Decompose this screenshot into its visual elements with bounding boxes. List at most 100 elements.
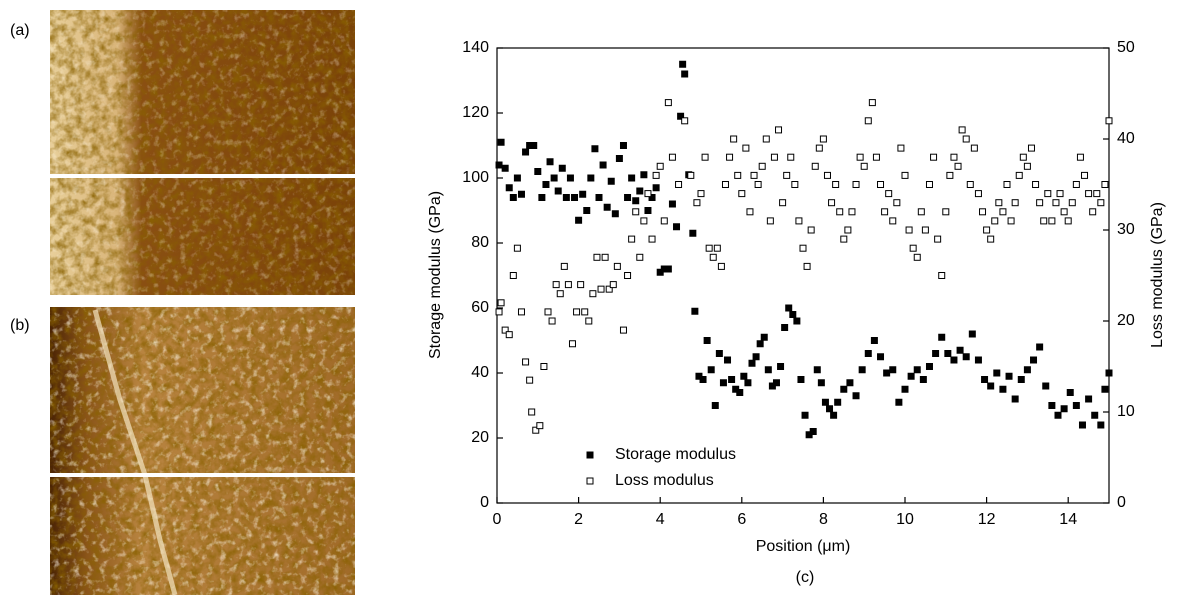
- data-point: [509, 194, 517, 201]
- data-point: [534, 168, 542, 175]
- data-point: [1044, 190, 1052, 198]
- data-point: [913, 253, 921, 261]
- x-tick-label: 14: [1059, 511, 1077, 528]
- data-point: [848, 208, 856, 216]
- data-point: [526, 376, 534, 384]
- data-point: [893, 199, 901, 207]
- data-point: [679, 60, 687, 68]
- data-point: [795, 217, 803, 225]
- data-point: [1011, 199, 1019, 207]
- data-point: [640, 171, 648, 179]
- data-point: [901, 171, 909, 179]
- data-point: [495, 308, 503, 316]
- data-point: [497, 299, 505, 307]
- data-point: [624, 272, 632, 279]
- y2-axis-label: Loss modulus (GPa): [1149, 202, 1166, 348]
- data-point: [711, 402, 719, 409]
- legend-marker: [586, 451, 594, 459]
- data-point: [756, 340, 764, 348]
- data-point: [599, 161, 607, 169]
- data-point: [750, 171, 758, 179]
- data-point: [715, 350, 723, 357]
- data-point: [1105, 117, 1113, 125]
- data-point: [760, 333, 768, 341]
- data-point: [538, 194, 546, 201]
- data-point: [726, 153, 734, 161]
- data-point: [877, 353, 885, 361]
- data-point: [870, 337, 878, 344]
- y-tick-label: 0: [480, 494, 489, 511]
- data-point: [1056, 190, 1064, 198]
- data-point: [797, 376, 805, 383]
- data-point: [777, 363, 785, 370]
- data-point: [950, 153, 958, 161]
- data-point: [699, 376, 707, 383]
- data-point: [571, 194, 579, 201]
- data-point: [673, 223, 681, 231]
- data-point: [1007, 217, 1015, 225]
- data-point: [517, 308, 525, 316]
- panel-label: (b): [10, 317, 30, 334]
- data-point: [664, 99, 672, 107]
- y2-tick-label: 20: [1117, 312, 1135, 329]
- data-point: [513, 244, 521, 252]
- y-tick-label: 120: [462, 104, 489, 121]
- data-point: [830, 411, 838, 419]
- data-point: [546, 158, 554, 166]
- data-point: [597, 285, 605, 293]
- data-point: [589, 290, 597, 298]
- data-point: [691, 307, 699, 315]
- data-point: [1032, 181, 1040, 188]
- y-tick-label: 140: [462, 39, 489, 56]
- data-point: [781, 324, 789, 331]
- data-point: [856, 153, 864, 161]
- y-tick-label: 40: [471, 364, 489, 381]
- data-point: [609, 281, 617, 289]
- data-point: [844, 226, 852, 234]
- data-point: [681, 117, 689, 125]
- legend-label: Storage modulus: [615, 446, 736, 463]
- data-point: [1076, 153, 1084, 161]
- data-point: [958, 126, 966, 134]
- data-point: [832, 181, 840, 188]
- data-point: [656, 162, 664, 170]
- data-point: [901, 385, 909, 393]
- data-point: [968, 330, 976, 338]
- data-point: [652, 184, 660, 192]
- data-point: [577, 281, 585, 289]
- data-point: [495, 161, 503, 169]
- data-point: [648, 194, 656, 201]
- data-point: [505, 331, 513, 339]
- data-point: [995, 199, 1003, 207]
- data-point: [954, 162, 962, 170]
- data-point: [789, 311, 797, 318]
- data-point: [738, 190, 746, 198]
- data-point: [1072, 181, 1080, 188]
- data-point: [1023, 162, 1031, 170]
- data-point: [583, 207, 591, 214]
- data-point: [554, 187, 562, 195]
- y-axis-label: Storage modulus (GPa): [427, 191, 444, 359]
- data-point: [813, 366, 821, 374]
- data-point: [1085, 190, 1093, 198]
- data-point: [509, 272, 517, 279]
- data-point: [552, 281, 560, 289]
- data-point: [1023, 366, 1031, 374]
- data-point: [628, 235, 636, 243]
- data-point: [1036, 199, 1044, 207]
- y2-tick-label: 10: [1117, 403, 1135, 420]
- data-point: [689, 229, 697, 237]
- data-point: [962, 353, 970, 361]
- data-point: [993, 369, 1001, 377]
- data-point: [819, 135, 827, 143]
- data-point: [728, 376, 736, 383]
- data-point: [677, 112, 685, 120]
- data-point: [772, 379, 780, 387]
- data-point: [513, 174, 521, 182]
- data-point: [783, 171, 791, 179]
- data-point: [1052, 199, 1060, 207]
- data-point: [522, 148, 530, 156]
- data-point: [864, 117, 872, 125]
- data-point: [605, 285, 613, 293]
- data-point: [932, 350, 940, 357]
